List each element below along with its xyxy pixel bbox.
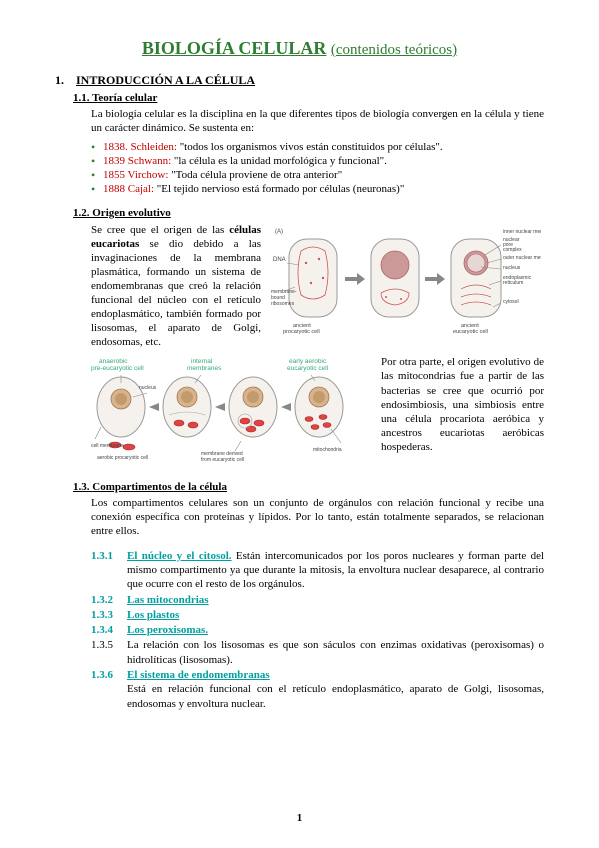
quote: "todos los organismos vivos están consti… [177, 141, 443, 153]
year: 1888 Cajal: [103, 183, 154, 195]
list-item: 1855 Virchow: "Toda célula proviene de o… [91, 168, 544, 182]
page-number: 1 [0, 812, 599, 824]
diagram-eukaryote-origin: (A) DNA membrane- bound ribosomes ancien… [271, 223, 544, 350]
c-text: Los peroxisomas. [127, 623, 544, 637]
origin-para-2: Por otra parte, el origen evolutivo de l… [381, 355, 544, 465]
svg-text:anaerobic: anaerobic [99, 358, 128, 365]
subheading-1-1: 1.1. Teoría celular [73, 92, 544, 104]
mitochondria-origin-svg: anaerobic pre-eucaryotic cell internal m… [91, 355, 371, 465]
svg-text:ribosomes: ribosomes [271, 301, 295, 307]
svg-text:from eucaryotic cell: from eucaryotic cell [201, 457, 244, 463]
label-a: (A) [275, 229, 283, 235]
c-text: Las mitocondrias [127, 593, 544, 607]
eukaryote-origin-svg: (A) DNA membrane- bound ribosomes ancien… [271, 223, 541, 341]
svg-text:inner nuclear membrane: inner nuclear membrane [503, 229, 541, 235]
svg-text:cytosol: cytosol [503, 299, 519, 305]
svg-text:eucaryotic cell: eucaryotic cell [453, 329, 488, 335]
svg-text:outer nuclear membrane: outer nuclear membrane [503, 255, 541, 261]
sub-1-1-title: Teoría celular [92, 92, 157, 104]
list-item: 1.3.3 Los plastos [91, 608, 544, 622]
svg-text:eucaryotic cell: eucaryotic cell [287, 365, 329, 372]
list-item: 1.3.5 La relación con los lisosomas es q… [91, 638, 544, 667]
compartments-intro: Los compartimentos celulares son un conj… [91, 497, 544, 538]
c-text: El núcleo y el citosol. Están intercomun… [127, 549, 544, 592]
quote: "El tejido nervioso está formado por cél… [154, 183, 404, 195]
sub-1-2-num: 1.2. [73, 207, 90, 219]
year: 1855 Virchow: [103, 169, 168, 181]
diagram-mitochondria-origin: anaerobic pre-eucaryotic cell internal m… [91, 355, 371, 465]
teoria-list: 1838. Schleiden: "todos los organismos v… [91, 140, 544, 197]
c-num: 1.3.4 [91, 623, 119, 637]
c-text: El sistema de endomembranasEstá en relac… [127, 668, 544, 711]
quote: "Toda célula proviene de otra anterior" [168, 169, 342, 181]
list-item: 1.3.4 Los peroxisomas. [91, 623, 544, 637]
svg-text:pre-eucaryotic cell: pre-eucaryotic cell [91, 365, 144, 372]
quote: "la célula es la unidad morfológica y fu… [171, 155, 387, 167]
page-title: BIOLOGÍA CELULAR (contenidos teóricos) [55, 38, 544, 59]
subheading-1-2: 1.2. Origen evolutivo [73, 207, 544, 219]
compartment-list: 1.3.1 El núcleo y el citosol. Están inte… [91, 549, 544, 711]
c-text: La relación con los lisosomas es que son… [127, 638, 544, 667]
sub-1-3-num: 1.3. [73, 481, 90, 493]
list-item: 1.3.6 El sistema de endomembranasEstá en… [91, 668, 544, 711]
c-num: 1.3.5 [91, 638, 119, 667]
sub-1-2-title: Origen evolutivo [92, 207, 171, 219]
svg-text:internal: internal [191, 358, 213, 365]
origin-row-1: Se cree que el origen de las células euc… [91, 223, 544, 350]
year: 1838. Schleiden: [103, 141, 177, 153]
svg-text:complex: complex [503, 247, 522, 253]
svg-text:nucleus: nucleus [139, 385, 157, 391]
sub-1-1-num: 1.1. [73, 92, 90, 104]
c-num: 1.3.1 [91, 549, 119, 592]
c-num: 1.3.3 [91, 608, 119, 622]
subheading-1-3: 1.3. Compartimentos de la célula [73, 481, 544, 493]
list-item: 1888 Cajal: "El tejido nervioso está for… [91, 182, 544, 196]
svg-text:reticulum: reticulum [503, 280, 523, 286]
label-dna: DNA [273, 257, 286, 263]
svg-text:aerobic procaryotic cell: aerobic procaryotic cell [97, 455, 148, 461]
svg-text:cell membrane: cell membrane [91, 443, 124, 449]
section-1-num: 1. [55, 73, 73, 88]
svg-text:nucleus: nucleus [503, 265, 521, 271]
teoria-intro: La biología celular es la disciplina en … [91, 108, 544, 136]
origin-row-2: anaerobic pre-eucaryotic cell internal m… [91, 355, 544, 465]
c-text: Los plastos [127, 608, 544, 622]
c-num: 1.3.6 [91, 668, 119, 711]
svg-text:early aerobic: early aerobic [289, 358, 327, 365]
title-sub: (contenidos teóricos) [331, 42, 457, 58]
c-num: 1.3.2 [91, 593, 119, 607]
year: 1839 Schwann: [103, 155, 171, 167]
list-item: 1838. Schleiden: "todos los organismos v… [91, 140, 544, 154]
svg-text:membranes: membranes [187, 365, 222, 372]
section-1-heading: 1. INTRODUCCIÓN A LA CÉLULA [55, 73, 544, 88]
sub-1-3-title: Compartimentos de la célula [92, 481, 227, 493]
svg-text:mitochondria: mitochondria [313, 447, 342, 453]
origin-para-1: Se cree que el origen de las células euc… [91, 223, 261, 350]
svg-text:procaryotic cell: procaryotic cell [283, 329, 320, 335]
list-item: 1.3.1 El núcleo y el citosol. Están inte… [91, 549, 544, 592]
list-item: 1.3.2 Las mitocondrias [91, 593, 544, 607]
section-1-title: INTRODUCCIÓN A LA CÉLULA [76, 73, 255, 87]
title-main: BIOLOGÍA CELULAR [142, 38, 327, 58]
list-item: 1839 Schwann: "la célula es la unidad mo… [91, 154, 544, 168]
